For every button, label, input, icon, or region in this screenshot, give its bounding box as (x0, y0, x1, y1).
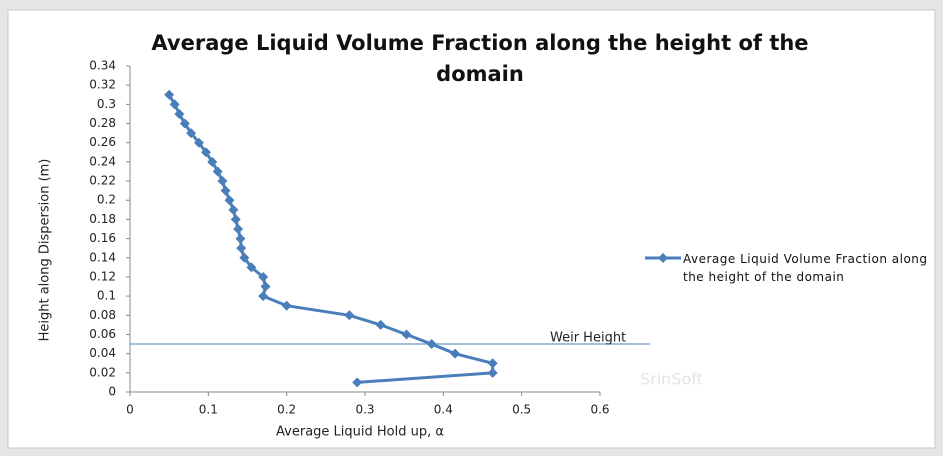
point (258, 291, 269, 302)
point (164, 89, 175, 100)
point (207, 156, 218, 167)
y-tick-label: 0 (108, 385, 116, 399)
point (260, 281, 271, 292)
x-tick-label: 0.1 (199, 403, 218, 417)
x-tick-label: 0 (126, 403, 134, 417)
point (426, 339, 437, 350)
y-tick-label: 0.02 (89, 365, 116, 379)
y-tick-label: 0.26 (89, 135, 116, 149)
point (235, 233, 246, 244)
y-tick-label: 0.1 (97, 289, 116, 303)
point (236, 243, 247, 254)
point (487, 358, 498, 369)
point (450, 348, 461, 359)
weir-label: Weir Height (550, 331, 626, 346)
y-tick-label: 0.24 (89, 154, 116, 168)
y-tick-label: 0.28 (89, 116, 116, 130)
point (246, 262, 257, 273)
x-tick-label: 0.2 (277, 403, 296, 417)
point (352, 377, 363, 388)
y-tick-label: 0.14 (89, 250, 116, 264)
point (200, 147, 211, 158)
point (258, 271, 269, 282)
point (193, 137, 204, 148)
x-tick-label: 0.3 (355, 403, 374, 417)
x-tick-label: 0.5 (512, 403, 531, 417)
y-tick-label: 0.06 (89, 327, 116, 341)
point (233, 224, 244, 234)
point (169, 99, 180, 110)
point (217, 176, 228, 187)
point (224, 195, 235, 206)
y-tick-label: 0.16 (89, 231, 116, 245)
y-tick-label: 0.32 (89, 78, 116, 92)
y-tick-label: 0.22 (89, 174, 116, 188)
y-tick-label: 0.08 (89, 308, 116, 322)
legend-label: Average Liquid Volume Fraction along the… (683, 252, 928, 284)
x-tick-label: 0.6 (590, 403, 609, 417)
point (186, 128, 197, 139)
chart-title: Average Liquid Volume Fraction along the… (151, 31, 809, 86)
point (228, 204, 239, 215)
y-tick-label: 0.34 (89, 59, 116, 73)
point (212, 166, 223, 177)
point (239, 252, 250, 263)
point (401, 329, 412, 340)
point (344, 310, 355, 321)
point (487, 367, 498, 378)
y-tick-label: 0.18 (89, 212, 116, 226)
legend-marker (658, 253, 668, 263)
point (375, 319, 386, 330)
watermark: SrinSoft (640, 370, 703, 389)
y-tick-label: 0.2 (97, 193, 116, 207)
y-tick-label: 0.04 (89, 346, 116, 360)
point (220, 185, 231, 196)
y-tick-label: 0.3 (97, 97, 116, 111)
point (281, 300, 292, 311)
point (230, 214, 241, 225)
point (179, 118, 190, 129)
point (174, 108, 185, 119)
y-axis-label: Height along Dispersion (m) (38, 159, 53, 342)
y-tick-label: 0.12 (89, 269, 116, 283)
x-tick-label: 0.4 (434, 403, 453, 417)
x-axis-label: Average Liquid Hold up, α (276, 425, 444, 440)
